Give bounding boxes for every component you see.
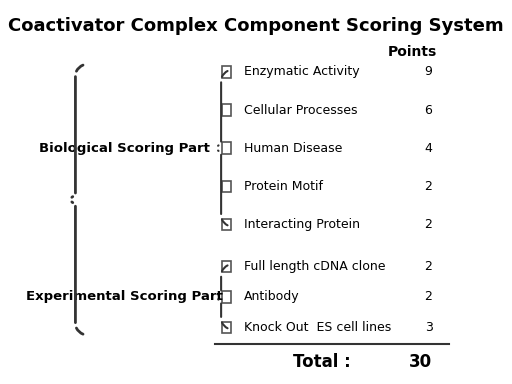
FancyBboxPatch shape bbox=[222, 218, 231, 230]
Text: Human Disease: Human Disease bbox=[244, 142, 342, 155]
Text: Cellular Processes: Cellular Processes bbox=[244, 104, 357, 116]
Text: Antibody: Antibody bbox=[244, 290, 300, 303]
Text: 30: 30 bbox=[410, 353, 433, 371]
Text: Points: Points bbox=[387, 45, 437, 59]
Text: 3: 3 bbox=[424, 321, 433, 334]
Text: Knock Out  ES cell lines: Knock Out ES cell lines bbox=[244, 321, 391, 334]
Text: 2: 2 bbox=[424, 180, 433, 193]
Text: 6: 6 bbox=[424, 104, 433, 116]
Text: 2: 2 bbox=[424, 218, 433, 231]
FancyBboxPatch shape bbox=[222, 142, 231, 154]
Text: Total :: Total : bbox=[293, 353, 350, 371]
FancyBboxPatch shape bbox=[222, 261, 231, 272]
Text: Interacting Protein: Interacting Protein bbox=[244, 218, 360, 231]
Text: 9: 9 bbox=[424, 65, 433, 78]
FancyBboxPatch shape bbox=[222, 180, 231, 192]
Text: Full length cDNA clone: Full length cDNA clone bbox=[244, 260, 385, 273]
FancyBboxPatch shape bbox=[222, 66, 231, 78]
FancyBboxPatch shape bbox=[222, 291, 231, 303]
Text: Enzymatic Activity: Enzymatic Activity bbox=[244, 65, 359, 78]
Text: 2: 2 bbox=[424, 290, 433, 303]
Text: Biological Scoring Part: Biological Scoring Part bbox=[39, 142, 210, 155]
FancyBboxPatch shape bbox=[222, 322, 231, 333]
Text: Experimental Scoring Part: Experimental Scoring Part bbox=[26, 290, 223, 303]
Text: 2: 2 bbox=[424, 260, 433, 273]
FancyBboxPatch shape bbox=[222, 104, 231, 116]
Text: Coactivator Complex Component Scoring System: Coactivator Complex Component Scoring Sy… bbox=[8, 17, 504, 35]
Text: 4: 4 bbox=[424, 142, 433, 155]
Text: Protein Motif: Protein Motif bbox=[244, 180, 323, 193]
